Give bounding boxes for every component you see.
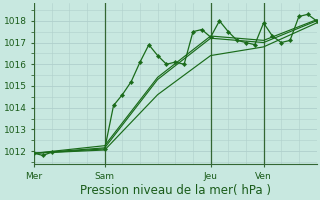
X-axis label: Pression niveau de la mer( hPa ): Pression niveau de la mer( hPa ) [80,184,271,197]
